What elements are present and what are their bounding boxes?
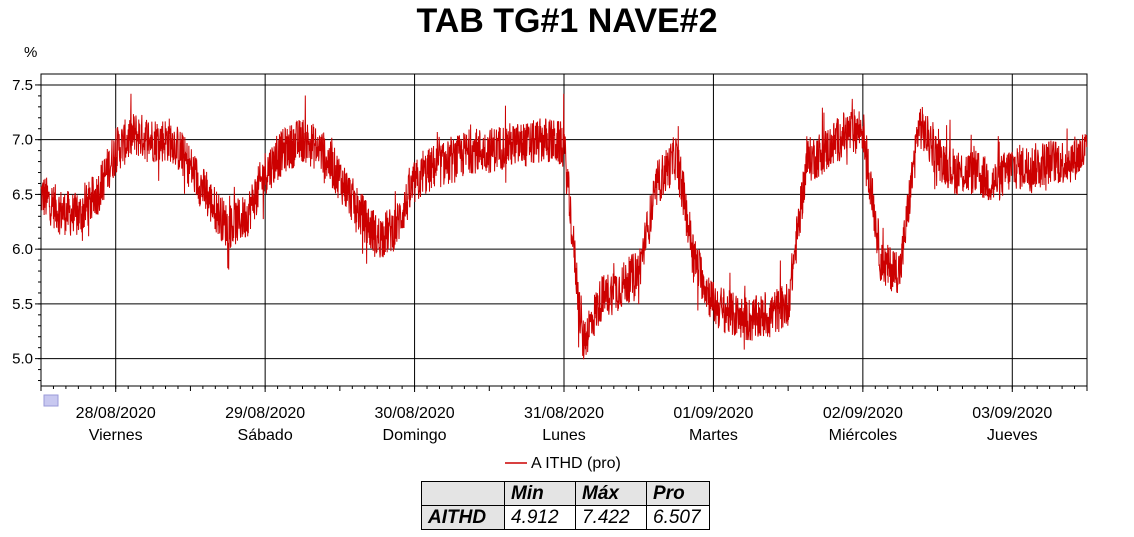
x-tick-day-label: Miércoles bbox=[829, 427, 897, 444]
x-tick-date-label: 03/09/2020 bbox=[972, 405, 1052, 422]
x-tick-day-label: Viernes bbox=[89, 427, 143, 444]
y-tick-label: 5.0 bbox=[12, 351, 33, 368]
y-axis-unit: % bbox=[24, 44, 38, 61]
stats-max-value: 7.422 bbox=[575, 505, 647, 530]
y-tick-label: 7.0 bbox=[12, 132, 33, 149]
x-tick-day-label: Domingo bbox=[383, 427, 447, 444]
stats-table: Min Máx Pro AITHD 4.912 7.422 6.507 bbox=[421, 481, 710, 530]
stats-header-min: Min bbox=[504, 481, 576, 506]
legend-label: A ITHD (pro) bbox=[531, 455, 621, 472]
series-line-a-ithd bbox=[40, 93, 1088, 360]
stats-min-value: 4.912 bbox=[504, 505, 576, 530]
zoom-reset-icon bbox=[43, 394, 59, 407]
y-tick-label: 6.5 bbox=[12, 186, 33, 203]
stats-corner-cell bbox=[421, 481, 505, 506]
x-tick-date-label: 30/08/2020 bbox=[375, 405, 455, 422]
x-tick-day-label: Jueves bbox=[987, 427, 1038, 444]
stats-pro-value: 6.507 bbox=[646, 505, 710, 530]
stats-row-label: AITHD bbox=[421, 505, 505, 530]
x-tick-date-label: 29/08/2020 bbox=[225, 405, 305, 422]
x-tick-date-label: 02/09/2020 bbox=[823, 405, 903, 422]
y-tick-label: 7.5 bbox=[12, 77, 33, 94]
chart-title: TAB TG#1 NAVE#2 bbox=[416, 2, 718, 40]
x-tick-day-label: Lunes bbox=[542, 427, 586, 444]
x-tick-date-label: 28/08/2020 bbox=[76, 405, 156, 422]
x-tick-date-label: 31/08/2020 bbox=[524, 405, 604, 422]
y-tick-label: 6.0 bbox=[12, 241, 33, 258]
y-tick-label: 5.5 bbox=[12, 296, 33, 313]
x-tick-day-label: Sábado bbox=[238, 427, 293, 444]
x-tick-date-label: 01/09/2020 bbox=[673, 405, 753, 422]
stats-header-max: Máx bbox=[575, 481, 647, 506]
stats-header-pro: Pro bbox=[646, 481, 710, 506]
x-tick-day-label: Martes bbox=[689, 427, 738, 444]
